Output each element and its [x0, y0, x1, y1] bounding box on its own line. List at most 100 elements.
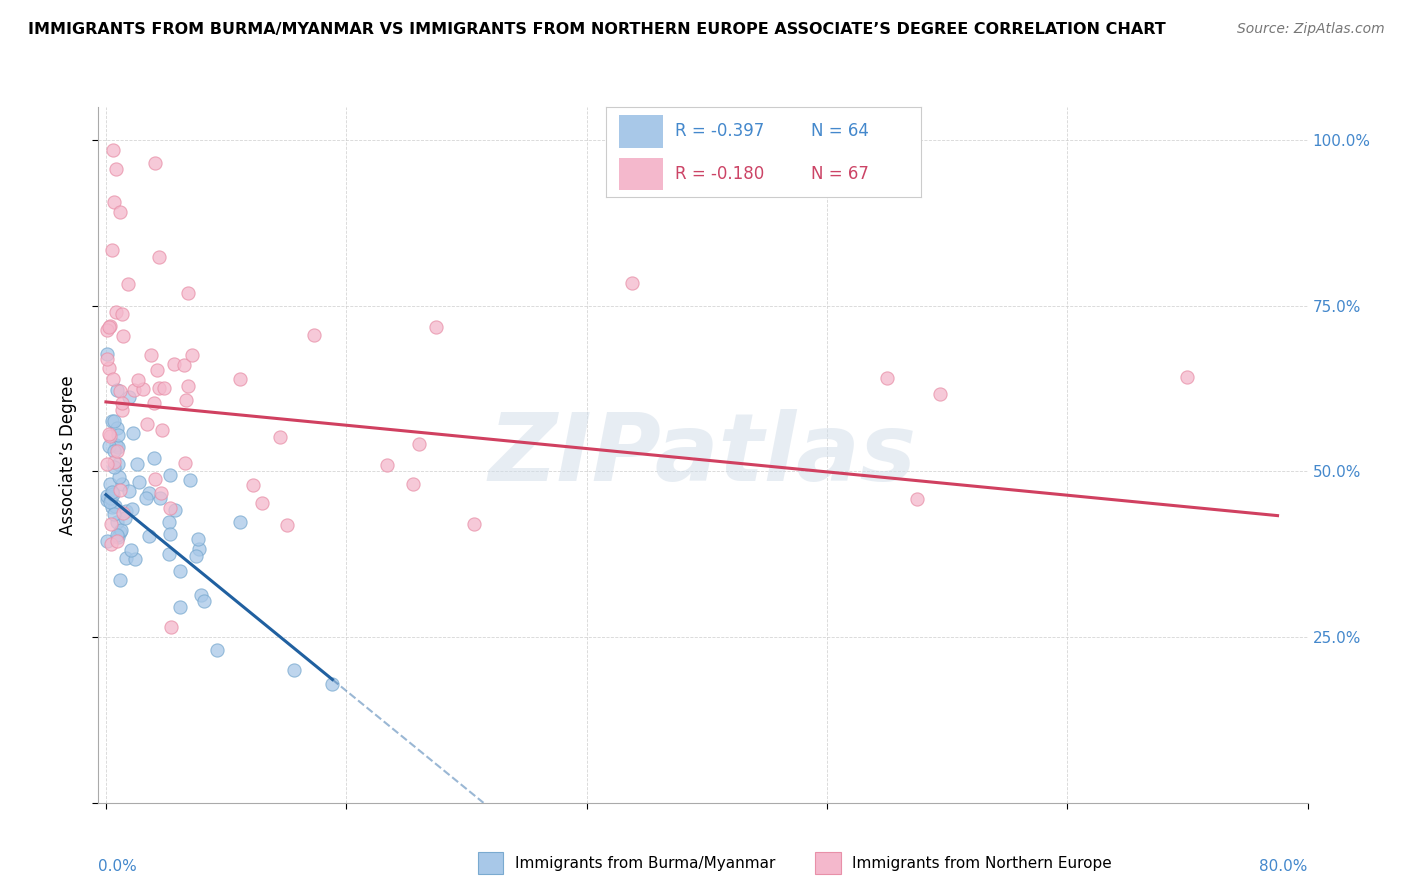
Point [145, 472, 167, 486]
Point [117, 483, 139, 498]
Point [117, 277, 139, 292]
Point [138, 529, 160, 543]
Point [187, 533, 209, 547]
Point [174, 456, 197, 470]
Point [115, 504, 138, 518]
Point [98, 426, 121, 441]
Point [146, 363, 169, 377]
Point [375, 458, 398, 472]
Point [108, 470, 131, 484]
Point [169, 599, 191, 614]
Point [107, 530, 129, 544]
Point [103, 507, 125, 521]
Point [150, 423, 173, 437]
Point [190, 588, 212, 602]
Point [174, 392, 197, 407]
Point [108, 525, 131, 540]
Point [160, 620, 183, 634]
Point [97, 360, 120, 375]
Point [179, 473, 201, 487]
Point [112, 507, 135, 521]
Point [98, 476, 121, 491]
Point [876, 370, 898, 384]
Point [118, 390, 141, 404]
Point [101, 487, 124, 501]
Point [98, 495, 121, 509]
Point [107, 441, 129, 455]
Point [163, 358, 186, 372]
Point [124, 384, 146, 398]
Point [100, 491, 122, 505]
Point [163, 502, 186, 516]
Point [107, 457, 129, 471]
Point [402, 476, 425, 491]
Point [157, 547, 180, 561]
Point [304, 328, 326, 343]
Point [107, 428, 129, 442]
Point [283, 663, 305, 677]
Point [122, 425, 145, 440]
Point [276, 517, 298, 532]
Point [124, 552, 146, 566]
Point [143, 396, 166, 410]
Point [103, 195, 125, 210]
Text: 80.0%: 80.0% [1260, 859, 1308, 874]
Point [105, 305, 128, 319]
Point [242, 478, 264, 492]
Point [620, 277, 643, 291]
Y-axis label: Associate’s Degree: Associate’s Degree [59, 376, 77, 534]
Point [100, 485, 122, 500]
Point [97, 438, 120, 452]
Point [229, 515, 252, 529]
Point [101, 372, 124, 386]
Point [180, 348, 202, 362]
Point [159, 467, 181, 482]
Point [135, 491, 157, 505]
Text: Immigrants from Burma/Myanmar: Immigrants from Burma/Myanmar [515, 855, 775, 871]
Point [205, 642, 228, 657]
Point [97, 319, 120, 334]
Point [186, 549, 208, 563]
Point [145, 156, 167, 170]
Point [103, 500, 125, 514]
Point [108, 384, 131, 399]
Point [96, 457, 118, 471]
Point [108, 483, 131, 498]
Point [105, 162, 128, 177]
Point [157, 515, 180, 529]
Point [105, 438, 128, 452]
Point [408, 437, 430, 451]
Text: Source: ZipAtlas.com: Source: ZipAtlas.com [1237, 22, 1385, 37]
Point [96, 351, 118, 366]
Point [101, 414, 124, 428]
Point [114, 510, 136, 524]
Point [128, 475, 150, 490]
Point [100, 516, 122, 531]
Point [177, 286, 200, 301]
Point [96, 347, 118, 361]
Point [136, 417, 159, 432]
Point [269, 430, 291, 444]
Point [928, 387, 950, 401]
Point [121, 501, 143, 516]
Point [105, 534, 128, 549]
Point [111, 396, 134, 410]
Point [103, 414, 125, 428]
Point [159, 527, 181, 541]
Point [159, 500, 181, 515]
Point [127, 457, 149, 471]
Point [463, 517, 485, 532]
Point [143, 450, 166, 465]
Point [105, 420, 128, 434]
Text: ZIPatlas: ZIPatlas [489, 409, 917, 501]
Point [96, 324, 118, 338]
Point [250, 496, 273, 510]
Point [425, 319, 447, 334]
Text: 0.0%: 0.0% [98, 859, 138, 874]
Point [110, 205, 132, 219]
Point [100, 319, 122, 334]
Point [98, 429, 121, 443]
Point [100, 537, 122, 551]
Point [148, 381, 170, 395]
Point [120, 542, 142, 557]
